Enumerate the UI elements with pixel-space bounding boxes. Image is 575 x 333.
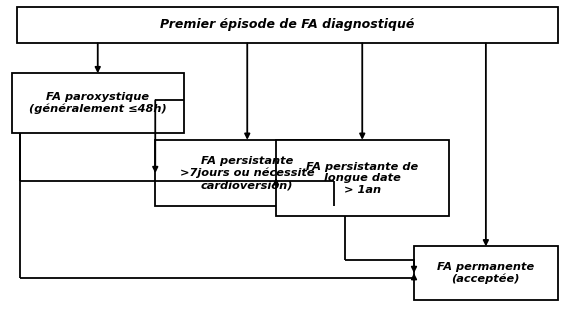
Text: FA paroxystique
(généralement ≤48h): FA paroxystique (généralement ≤48h): [29, 92, 167, 114]
Text: FA permanente
(acceptée): FA permanente (acceptée): [437, 262, 535, 284]
Text: FA persistante de
longue date
> 1an: FA persistante de longue date > 1an: [306, 162, 419, 195]
FancyBboxPatch shape: [276, 140, 448, 216]
Text: Premier épisode de FA diagnostiqué: Premier épisode de FA diagnostiqué: [160, 18, 415, 32]
FancyBboxPatch shape: [155, 140, 339, 206]
FancyBboxPatch shape: [414, 246, 558, 300]
Text: FA persistante
>7jours ou nécessite
cardioversion): FA persistante >7jours ou nécessite card…: [180, 156, 315, 190]
FancyBboxPatch shape: [17, 7, 558, 43]
FancyBboxPatch shape: [12, 73, 184, 133]
